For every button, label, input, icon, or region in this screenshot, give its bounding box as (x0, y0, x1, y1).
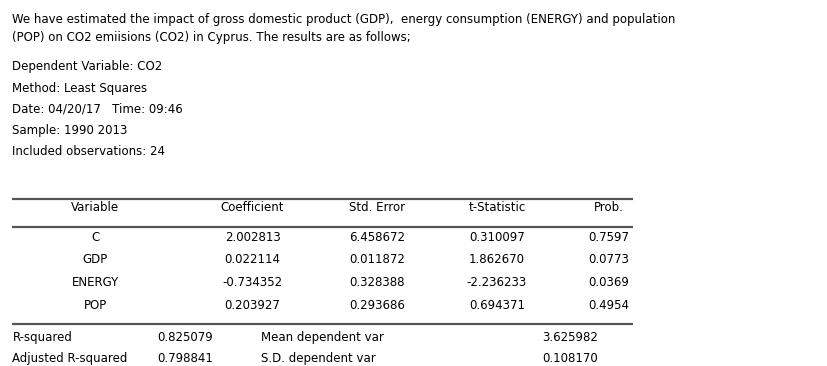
Text: ENERGY: ENERGY (71, 276, 119, 289)
Text: Sample: 1990 2013: Sample: 1990 2013 (12, 124, 127, 137)
Text: 0.4954: 0.4954 (587, 299, 629, 312)
Text: 3.625982: 3.625982 (542, 331, 597, 344)
Text: 0.011872: 0.011872 (348, 253, 404, 266)
Text: Std. Error: Std. Error (348, 201, 404, 214)
Text: 0.825079: 0.825079 (157, 331, 213, 344)
Text: 6.458672: 6.458672 (348, 231, 404, 244)
Text: t-Statistic: t-Statistic (467, 201, 525, 214)
Text: 0.0773: 0.0773 (587, 253, 629, 266)
Text: 0.108170: 0.108170 (542, 352, 597, 365)
Text: GDP: GDP (83, 253, 108, 266)
Text: 1.862670: 1.862670 (468, 253, 524, 266)
Text: 0.022114: 0.022114 (224, 253, 280, 266)
Text: Included observations: 24: Included observations: 24 (12, 145, 165, 158)
Text: 0.798841: 0.798841 (157, 352, 213, 365)
Text: -0.734352: -0.734352 (222, 276, 282, 289)
Text: S.D. dependent var: S.D. dependent var (261, 352, 375, 365)
Text: Variable: Variable (71, 201, 119, 214)
Text: Adjusted R-squared: Adjusted R-squared (12, 352, 127, 365)
Text: We have estimated the impact of gross domestic product (GDP),  energy consumptio: We have estimated the impact of gross do… (12, 13, 675, 26)
Text: Method: Least Squares: Method: Least Squares (12, 82, 147, 95)
Text: 0.310097: 0.310097 (468, 231, 524, 244)
Text: R-squared: R-squared (12, 331, 72, 344)
Text: 0.694371: 0.694371 (468, 299, 524, 312)
Text: -2.236233: -2.236233 (466, 276, 526, 289)
Text: (POP) on CO2 emiisions (CO2) in Cyprus. The results are as follows;: (POP) on CO2 emiisions (CO2) in Cyprus. … (12, 31, 411, 44)
Text: Dependent Variable: CO2: Dependent Variable: CO2 (12, 60, 162, 74)
Text: POP: POP (84, 299, 107, 312)
Text: Date: 04/20/17   Time: 09:46: Date: 04/20/17 Time: 09:46 (12, 103, 183, 116)
Text: 0.7597: 0.7597 (587, 231, 629, 244)
Text: 0.328388: 0.328388 (348, 276, 404, 289)
Text: C: C (91, 231, 99, 244)
Text: Coefficient: Coefficient (221, 201, 284, 214)
Text: Mean dependent var: Mean dependent var (261, 331, 383, 344)
Text: Prob.: Prob. (593, 201, 623, 214)
Text: 2.002813: 2.002813 (224, 231, 280, 244)
Text: 0.0369: 0.0369 (587, 276, 629, 289)
Text: 0.293686: 0.293686 (348, 299, 404, 312)
Text: 0.203927: 0.203927 (224, 299, 280, 312)
